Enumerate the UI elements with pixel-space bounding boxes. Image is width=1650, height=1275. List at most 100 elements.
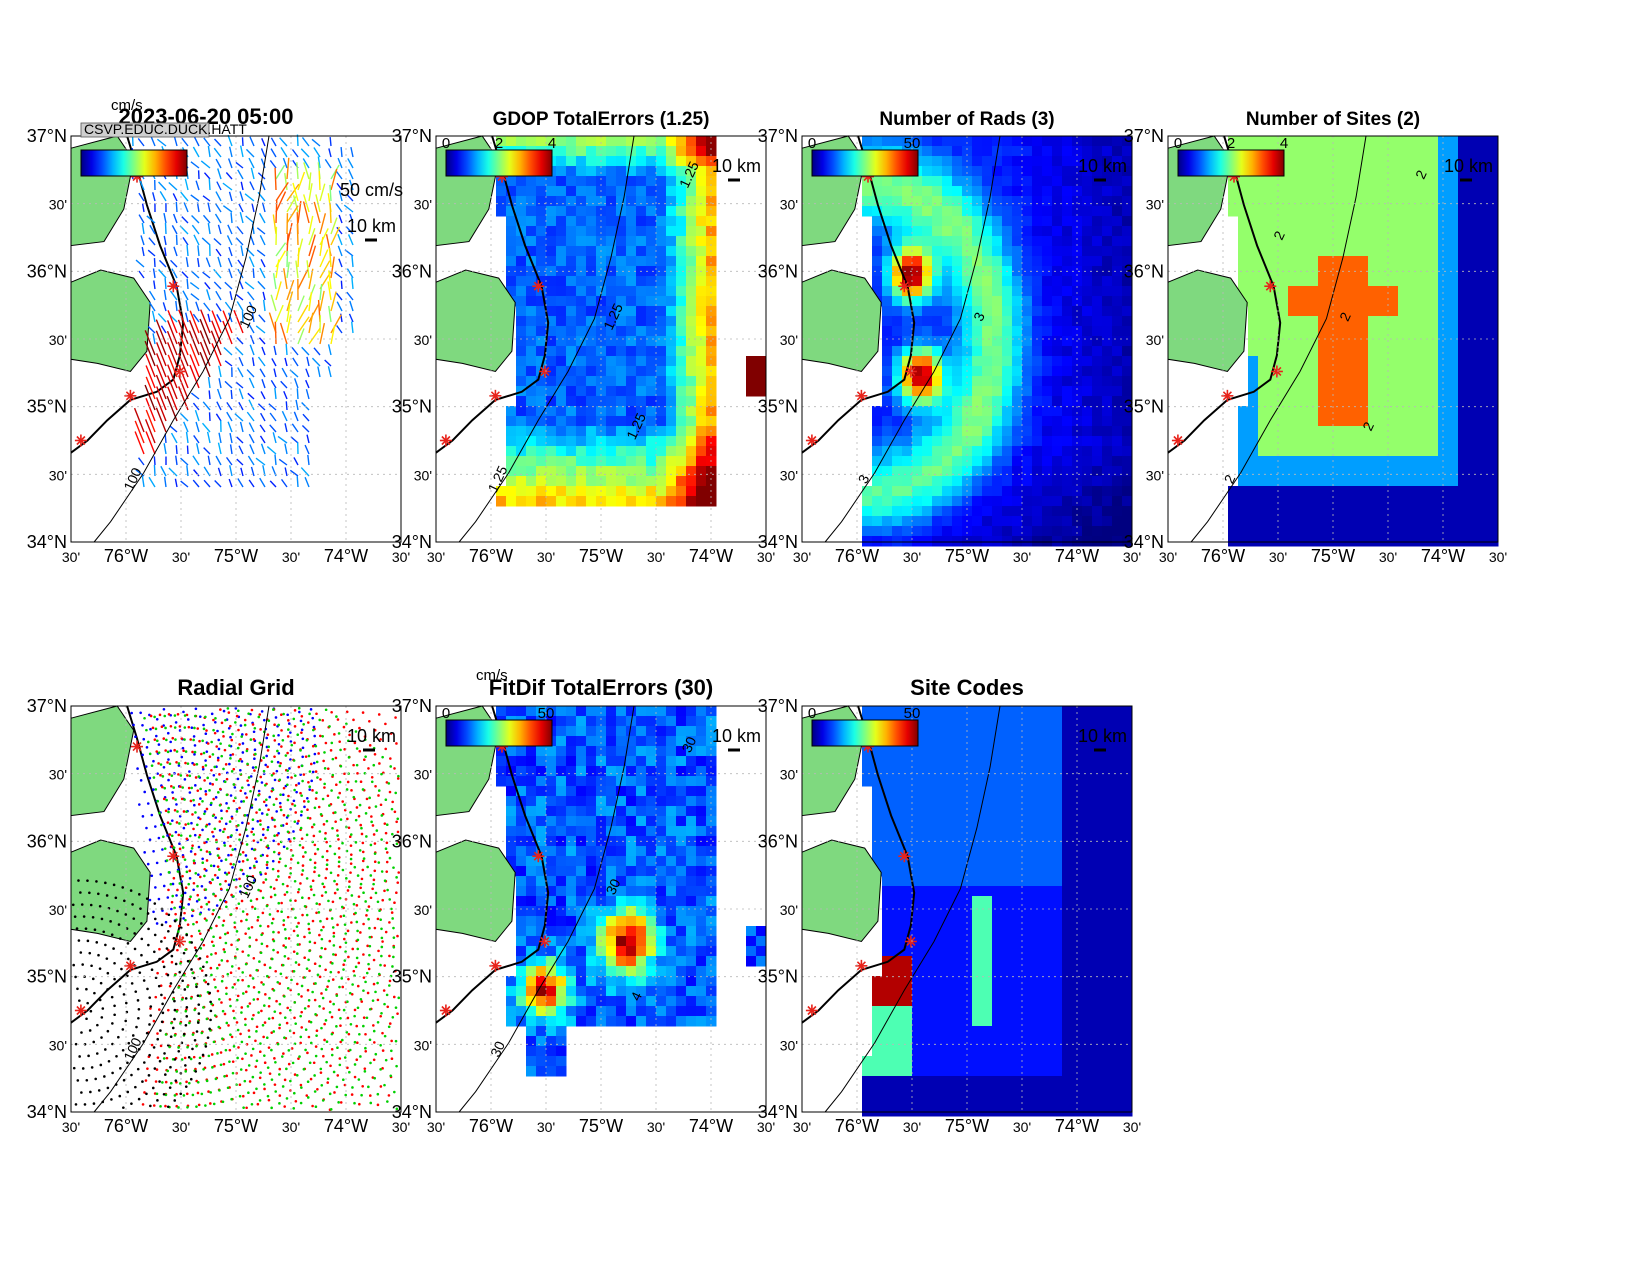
heat-cell — [1388, 426, 1399, 437]
heat-cell — [516, 396, 527, 407]
heat-cell — [1258, 246, 1269, 257]
radial-grid-dot — [283, 1105, 286, 1108]
heat-cell — [616, 446, 627, 457]
heat-cell — [536, 326, 547, 337]
heat-cell — [1012, 196, 1023, 207]
heat-cell — [576, 426, 587, 437]
heat-cell — [636, 496, 647, 507]
radial-grid-dot — [185, 870, 189, 874]
heat-cell — [1488, 496, 1499, 507]
radial-grid-dot — [184, 761, 187, 765]
heat-cell — [1458, 386, 1469, 397]
y-tick-label: 34°N — [392, 532, 432, 552]
current-vector — [328, 247, 332, 268]
heat-cell — [1102, 136, 1113, 147]
heat-cell — [1278, 246, 1289, 257]
heat-cell — [1258, 306, 1269, 317]
heat-cell — [1062, 186, 1073, 197]
radial-grid-dot — [219, 787, 222, 791]
heat-cell — [1348, 346, 1359, 357]
heat-cell — [1398, 166, 1409, 177]
current-vector — [186, 465, 189, 477]
heat-cell — [1348, 146, 1359, 157]
radial-grid-dot — [320, 894, 324, 897]
radial-grid-dot — [275, 833, 279, 837]
current-vector — [330, 314, 342, 334]
heat-cell — [902, 346, 913, 357]
heat-cell — [1062, 296, 1073, 307]
current-vector — [282, 157, 288, 169]
heat-cell — [922, 296, 933, 307]
bathymetry-contour — [93, 135, 270, 543]
heat-cell — [902, 456, 913, 467]
heat-cell — [636, 416, 647, 427]
radial-grid-dot — [278, 1094, 282, 1097]
radial-grid-dot — [260, 1009, 263, 1013]
radial-grid-dot — [383, 822, 387, 825]
radial-grid-dot — [210, 973, 213, 977]
radial-grid-dot — [250, 847, 254, 851]
radial-grid-dot — [211, 783, 215, 786]
radial-grid-dot — [252, 956, 256, 960]
radial-grid-dot — [264, 872, 267, 875]
heat-cell — [1102, 306, 1113, 317]
heat-cell — [1478, 266, 1489, 277]
radial-grid-dot — [184, 886, 188, 890]
radial-grid-dot — [148, 898, 152, 902]
current-vector — [296, 388, 299, 400]
current-vector — [215, 455, 222, 466]
current-vector — [289, 469, 299, 477]
current-vector — [238, 388, 244, 400]
heat-cell — [676, 206, 687, 217]
heat-cell — [1268, 286, 1279, 297]
heat-cell — [1002, 446, 1013, 457]
radial-grid-dot — [195, 920, 199, 924]
current-vector — [269, 480, 277, 488]
heat-cell — [1328, 356, 1339, 367]
heat-cell — [1072, 176, 1083, 187]
heat-cell — [1308, 326, 1319, 337]
radial-grid-dot — [178, 842, 181, 846]
radial-grid-dot — [212, 892, 215, 896]
heat-cell — [1418, 156, 1429, 167]
radial-grid-dot — [203, 779, 206, 782]
radial-grid-dot — [217, 847, 220, 851]
current-vector — [349, 300, 354, 312]
radial-grid-dot — [299, 1041, 302, 1045]
heat-cell — [536, 356, 547, 367]
heat-cell — [1488, 366, 1499, 377]
heat-cell — [982, 396, 993, 407]
radial-grid-dot — [358, 726, 361, 730]
heat-cell — [1052, 516, 1063, 527]
heat-cell — [1388, 486, 1399, 497]
heat-cell — [566, 236, 577, 247]
heat-cell — [666, 136, 677, 147]
scale-bar-label: 10 km — [1444, 156, 1493, 176]
radial-grid-dot — [206, 742, 210, 745]
current-vector — [171, 268, 178, 279]
current-vector — [235, 237, 244, 246]
radial-grid-dot — [178, 725, 182, 728]
heat-cell — [1318, 456, 1329, 467]
current-vector — [239, 212, 244, 224]
heat-cell — [1278, 536, 1289, 547]
colorbar — [811, 149, 919, 177]
heat-cell — [1398, 506, 1409, 517]
heat-cell — [1318, 466, 1329, 477]
heat-cell — [1468, 166, 1479, 177]
heat-cell — [1468, 506, 1479, 517]
radial-grid-dot — [294, 783, 298, 787]
heat-cell — [1338, 496, 1349, 507]
current-vector — [202, 214, 211, 224]
heat-cell — [1288, 226, 1299, 237]
heat-cell — [1268, 296, 1279, 307]
radial-grid-dot — [164, 1104, 167, 1108]
radial-grid-dot — [218, 820, 222, 823]
current-vector — [347, 158, 354, 169]
radial-grid-dot — [193, 946, 197, 949]
heat-cell — [1318, 196, 1329, 207]
heat-cell — [932, 316, 943, 327]
heat-cell — [586, 386, 597, 397]
heat-cell — [1082, 366, 1093, 377]
current-vector — [248, 301, 255, 312]
